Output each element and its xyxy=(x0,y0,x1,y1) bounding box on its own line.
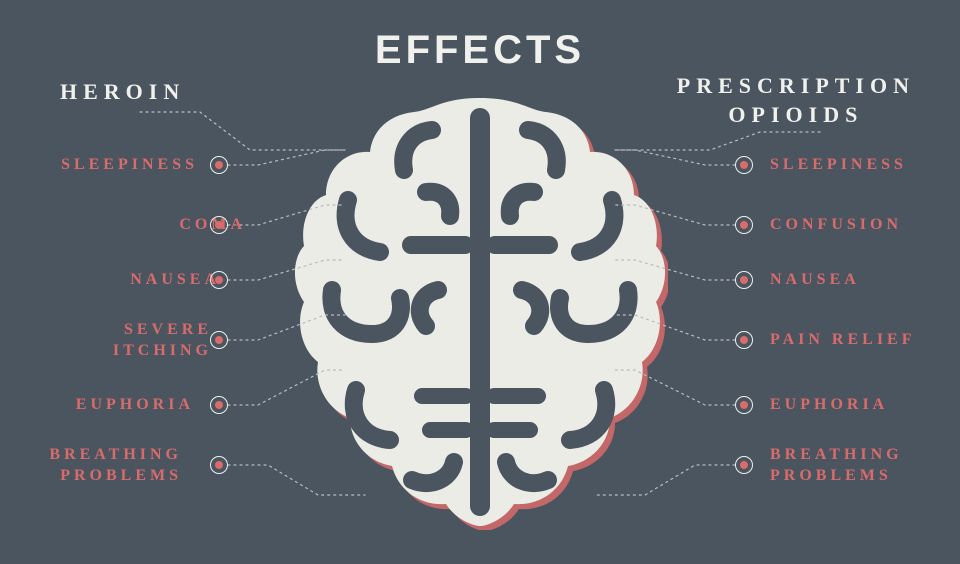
right-bullet-1 xyxy=(735,216,753,234)
left-bullet-3 xyxy=(210,331,228,349)
left-bullet-2 xyxy=(210,271,228,289)
left-effect-4: EUPHORIA xyxy=(54,395,194,416)
left-effect-5: BREATHINGPROBLEMS xyxy=(42,445,182,487)
brain-illustration xyxy=(292,90,668,530)
right-category-heading: PRESCRIPTIONOPIOIDS xyxy=(677,72,915,129)
left-bullet-4 xyxy=(210,396,228,414)
left-bullet-0 xyxy=(210,156,228,174)
left-bullet-1 xyxy=(210,216,228,234)
right-effect-4: EUPHORIA xyxy=(770,395,940,416)
brain-icon xyxy=(292,90,668,530)
right-effect-0: SLEEPINESS xyxy=(770,155,940,176)
right-effect-1: CONFUSION xyxy=(770,215,940,236)
right-bullet-2 xyxy=(735,271,753,289)
left-effect-2: NAUSEA xyxy=(80,270,220,291)
left-category-heading: HEROIN xyxy=(60,78,185,107)
right-effect-5: BREATHINGPROBLEMS xyxy=(770,445,940,487)
left-bullet-5 xyxy=(210,456,228,474)
left-effect-0: SLEEPINESS xyxy=(58,155,198,176)
right-effect-2: NAUSEA xyxy=(770,270,940,291)
right-bullet-4 xyxy=(735,396,753,414)
right-effect-3: PAIN RELIEF xyxy=(770,330,940,351)
left-effect-3: SEVEREITCHING xyxy=(72,320,212,362)
right-bullet-5 xyxy=(735,456,753,474)
page-title: EFFECTS xyxy=(375,28,585,73)
right-bullet-0 xyxy=(735,156,753,174)
right-bullet-3 xyxy=(735,331,753,349)
